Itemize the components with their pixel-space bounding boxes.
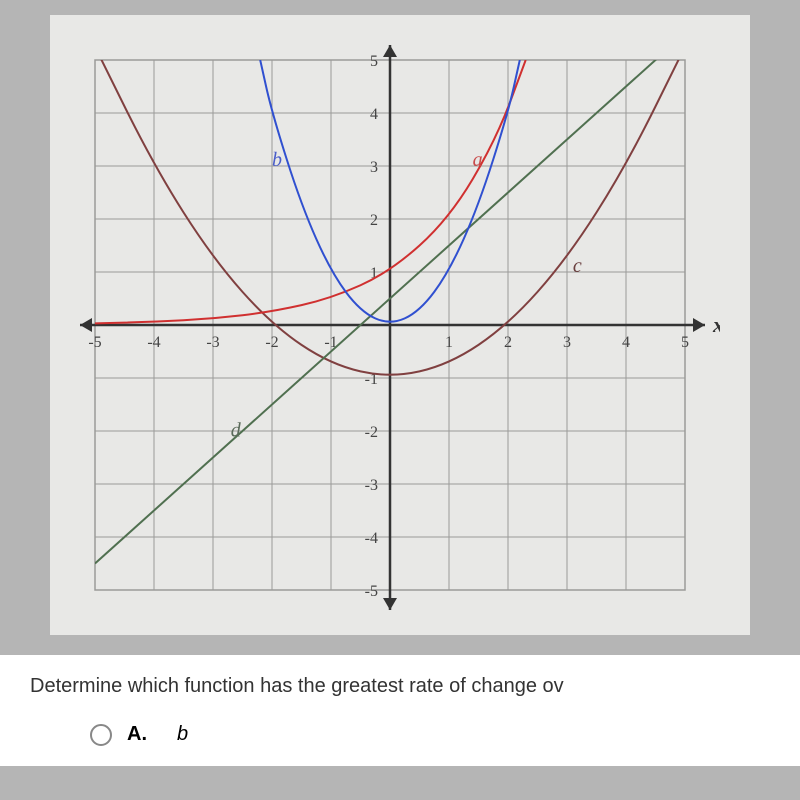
- svg-text:b: b: [272, 149, 282, 171]
- svg-text:-3: -3: [206, 334, 219, 351]
- svg-text:-2: -2: [265, 334, 278, 351]
- question-panel: Determine which function has the greates…: [0, 655, 800, 766]
- svg-text:-4: -4: [365, 530, 378, 547]
- function-graph: -5-4-3-2-11234554321-1-2-3-4-5xabcd: [60, 25, 720, 625]
- svg-text:2: 2: [504, 334, 512, 351]
- svg-text:-3: -3: [365, 477, 378, 494]
- svg-text:-5: -5: [365, 583, 378, 600]
- svg-text:a: a: [473, 149, 483, 171]
- svg-text:d: d: [231, 419, 242, 441]
- question-text: Determine which function has the greates…: [30, 675, 770, 698]
- option-letter: A.: [127, 723, 147, 746]
- svg-text:3: 3: [370, 159, 378, 176]
- svg-text:5: 5: [681, 334, 689, 351]
- svg-text:-2: -2: [365, 424, 378, 441]
- svg-text:5: 5: [370, 53, 378, 70]
- option-a[interactable]: A. b: [90, 723, 770, 746]
- svg-text:-4: -4: [147, 334, 160, 351]
- svg-text:x: x: [712, 312, 720, 337]
- radio-icon[interactable]: [90, 724, 112, 746]
- svg-text:-5: -5: [88, 334, 101, 351]
- svg-text:4: 4: [622, 334, 630, 351]
- svg-text:3: 3: [563, 334, 571, 351]
- svg-text:4: 4: [370, 106, 378, 123]
- option-value: b: [177, 723, 188, 746]
- svg-text:2: 2: [370, 212, 378, 229]
- svg-text:1: 1: [445, 334, 453, 351]
- chart-container: -5-4-3-2-11234554321-1-2-3-4-5xabcd: [50, 15, 750, 635]
- svg-text:c: c: [573, 255, 582, 277]
